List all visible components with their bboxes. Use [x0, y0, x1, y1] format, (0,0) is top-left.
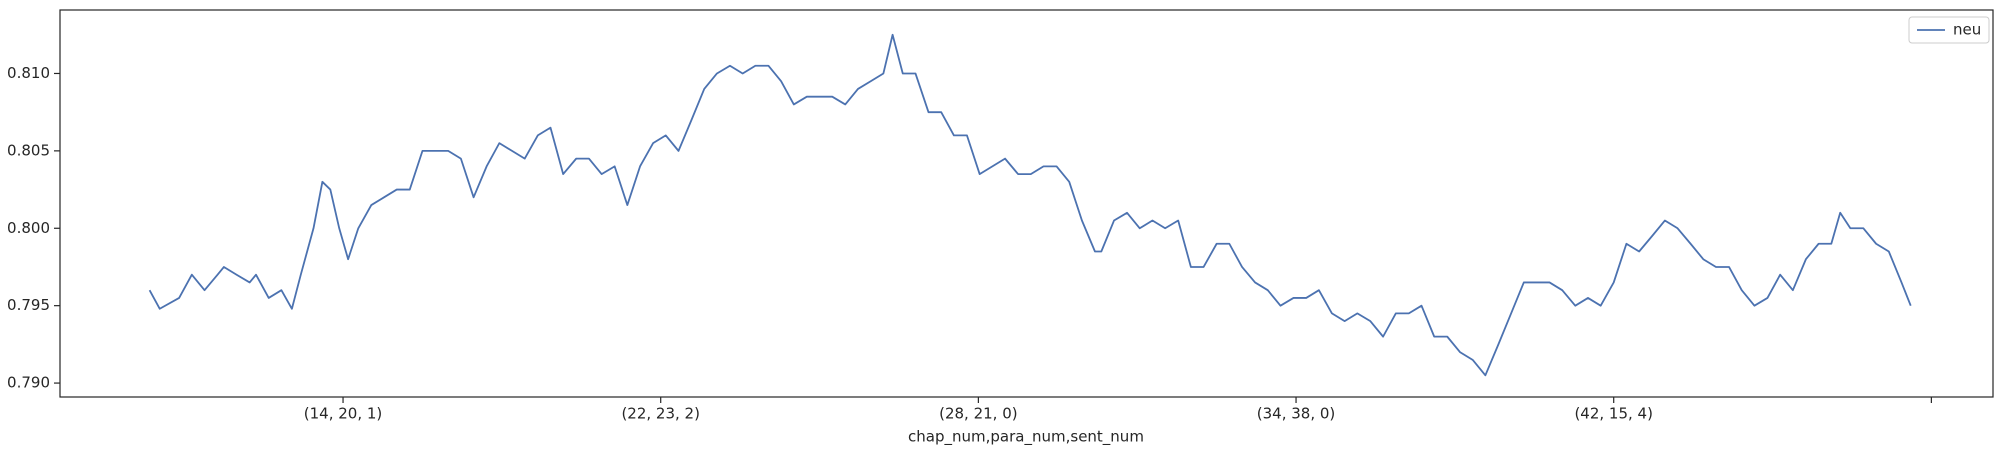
x-axis-label: chap_num,para_num,sent_num: [908, 428, 1144, 447]
y-tick-label: 0.790: [7, 374, 50, 392]
plot-frame: [59, 9, 1994, 398]
x-tick-label: (28, 21, 0): [939, 405, 1018, 423]
y-tick-label: 0.800: [7, 219, 50, 237]
y-tick-label: 0.810: [7, 64, 50, 82]
x-tick-label: (42, 15, 4): [1574, 405, 1653, 423]
y-tick-label: 0.805: [7, 141, 50, 159]
x-tick-label: (14, 20, 1): [304, 405, 383, 423]
y-tick-label: 0.795: [7, 296, 50, 314]
data-line: [148, 33, 1912, 377]
x-tick-label: (34, 38, 0): [1257, 405, 1336, 423]
legend-label: neu: [1953, 21, 1981, 39]
legend: neu: [1908, 16, 1990, 44]
x-tick-label: (22, 23, 2): [621, 405, 700, 423]
legend-box: [1908, 16, 1990, 44]
